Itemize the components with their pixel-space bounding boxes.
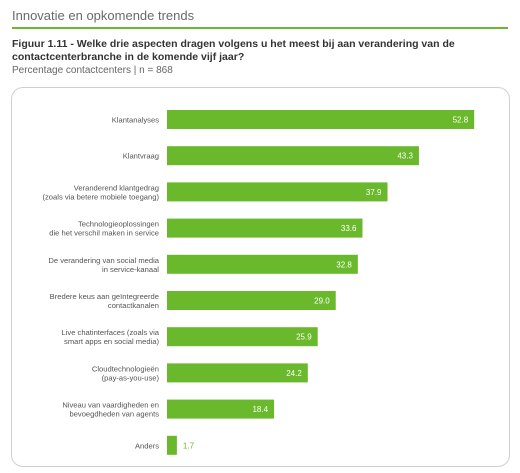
bar — [167, 218, 363, 238]
category-label: Veranderend klantgedrag (zoals via betere… — [42, 183, 159, 201]
bar — [167, 327, 318, 347]
category-label: Klantvraag — [123, 152, 159, 161]
bar — [167, 254, 358, 274]
category-label: Technologieoplossingen die het verschil m… — [49, 220, 159, 238]
category-label: Klantanalyses — [112, 116, 159, 125]
title-divider — [12, 27, 508, 29]
value-label: 25.9 — [296, 333, 312, 342]
bar — [167, 363, 308, 383]
value-label: 37.9 — [366, 188, 382, 197]
category-label: Cloudtechnologieën (pay-as-you-use) — [92, 364, 160, 382]
bar-chart: Klantanalyses 52.8 Klantvraag 43.3 Verandere… — [42, 110, 475, 455]
figure-caption: Figuur 1.11 - Welke drie aspecten dragen… — [12, 38, 455, 63]
value-label: 1.7 — [183, 441, 195, 450]
value-label: 32.8 — [336, 260, 352, 269]
category-label: Live chatinterfaces (zoals via smart apps… — [62, 328, 160, 346]
value-label: 29.0 — [314, 297, 330, 306]
bar — [167, 146, 419, 166]
figure-subtitle: Percentage contactcenters | n = 868 — [12, 65, 173, 76]
value-label: 24.2 — [286, 369, 302, 378]
value-label: 33.6 — [341, 224, 357, 233]
bar — [167, 182, 388, 202]
value-label: 43.3 — [397, 152, 413, 161]
category-label: Anders — [135, 441, 159, 450]
category-label: Bredere keus aan geïntegreerde contactkan… — [50, 292, 159, 310]
bar — [167, 399, 275, 419]
category-label: De verandering van social media in servic… — [48, 256, 159, 274]
section-title: Innovatie en opkomende trends — [12, 8, 195, 23]
chart-panel: Klantanalyses 52.8 Klantvraag 43.3 Verandere… — [11, 87, 510, 467]
category-label: Niveau van vaardigheden en bevoegdheden v… — [62, 401, 159, 419]
bar — [167, 291, 336, 310]
bar — [167, 435, 177, 455]
value-label: 18.4 — [252, 405, 268, 414]
bar — [167, 110, 475, 129]
value-label: 52.8 — [453, 116, 469, 125]
